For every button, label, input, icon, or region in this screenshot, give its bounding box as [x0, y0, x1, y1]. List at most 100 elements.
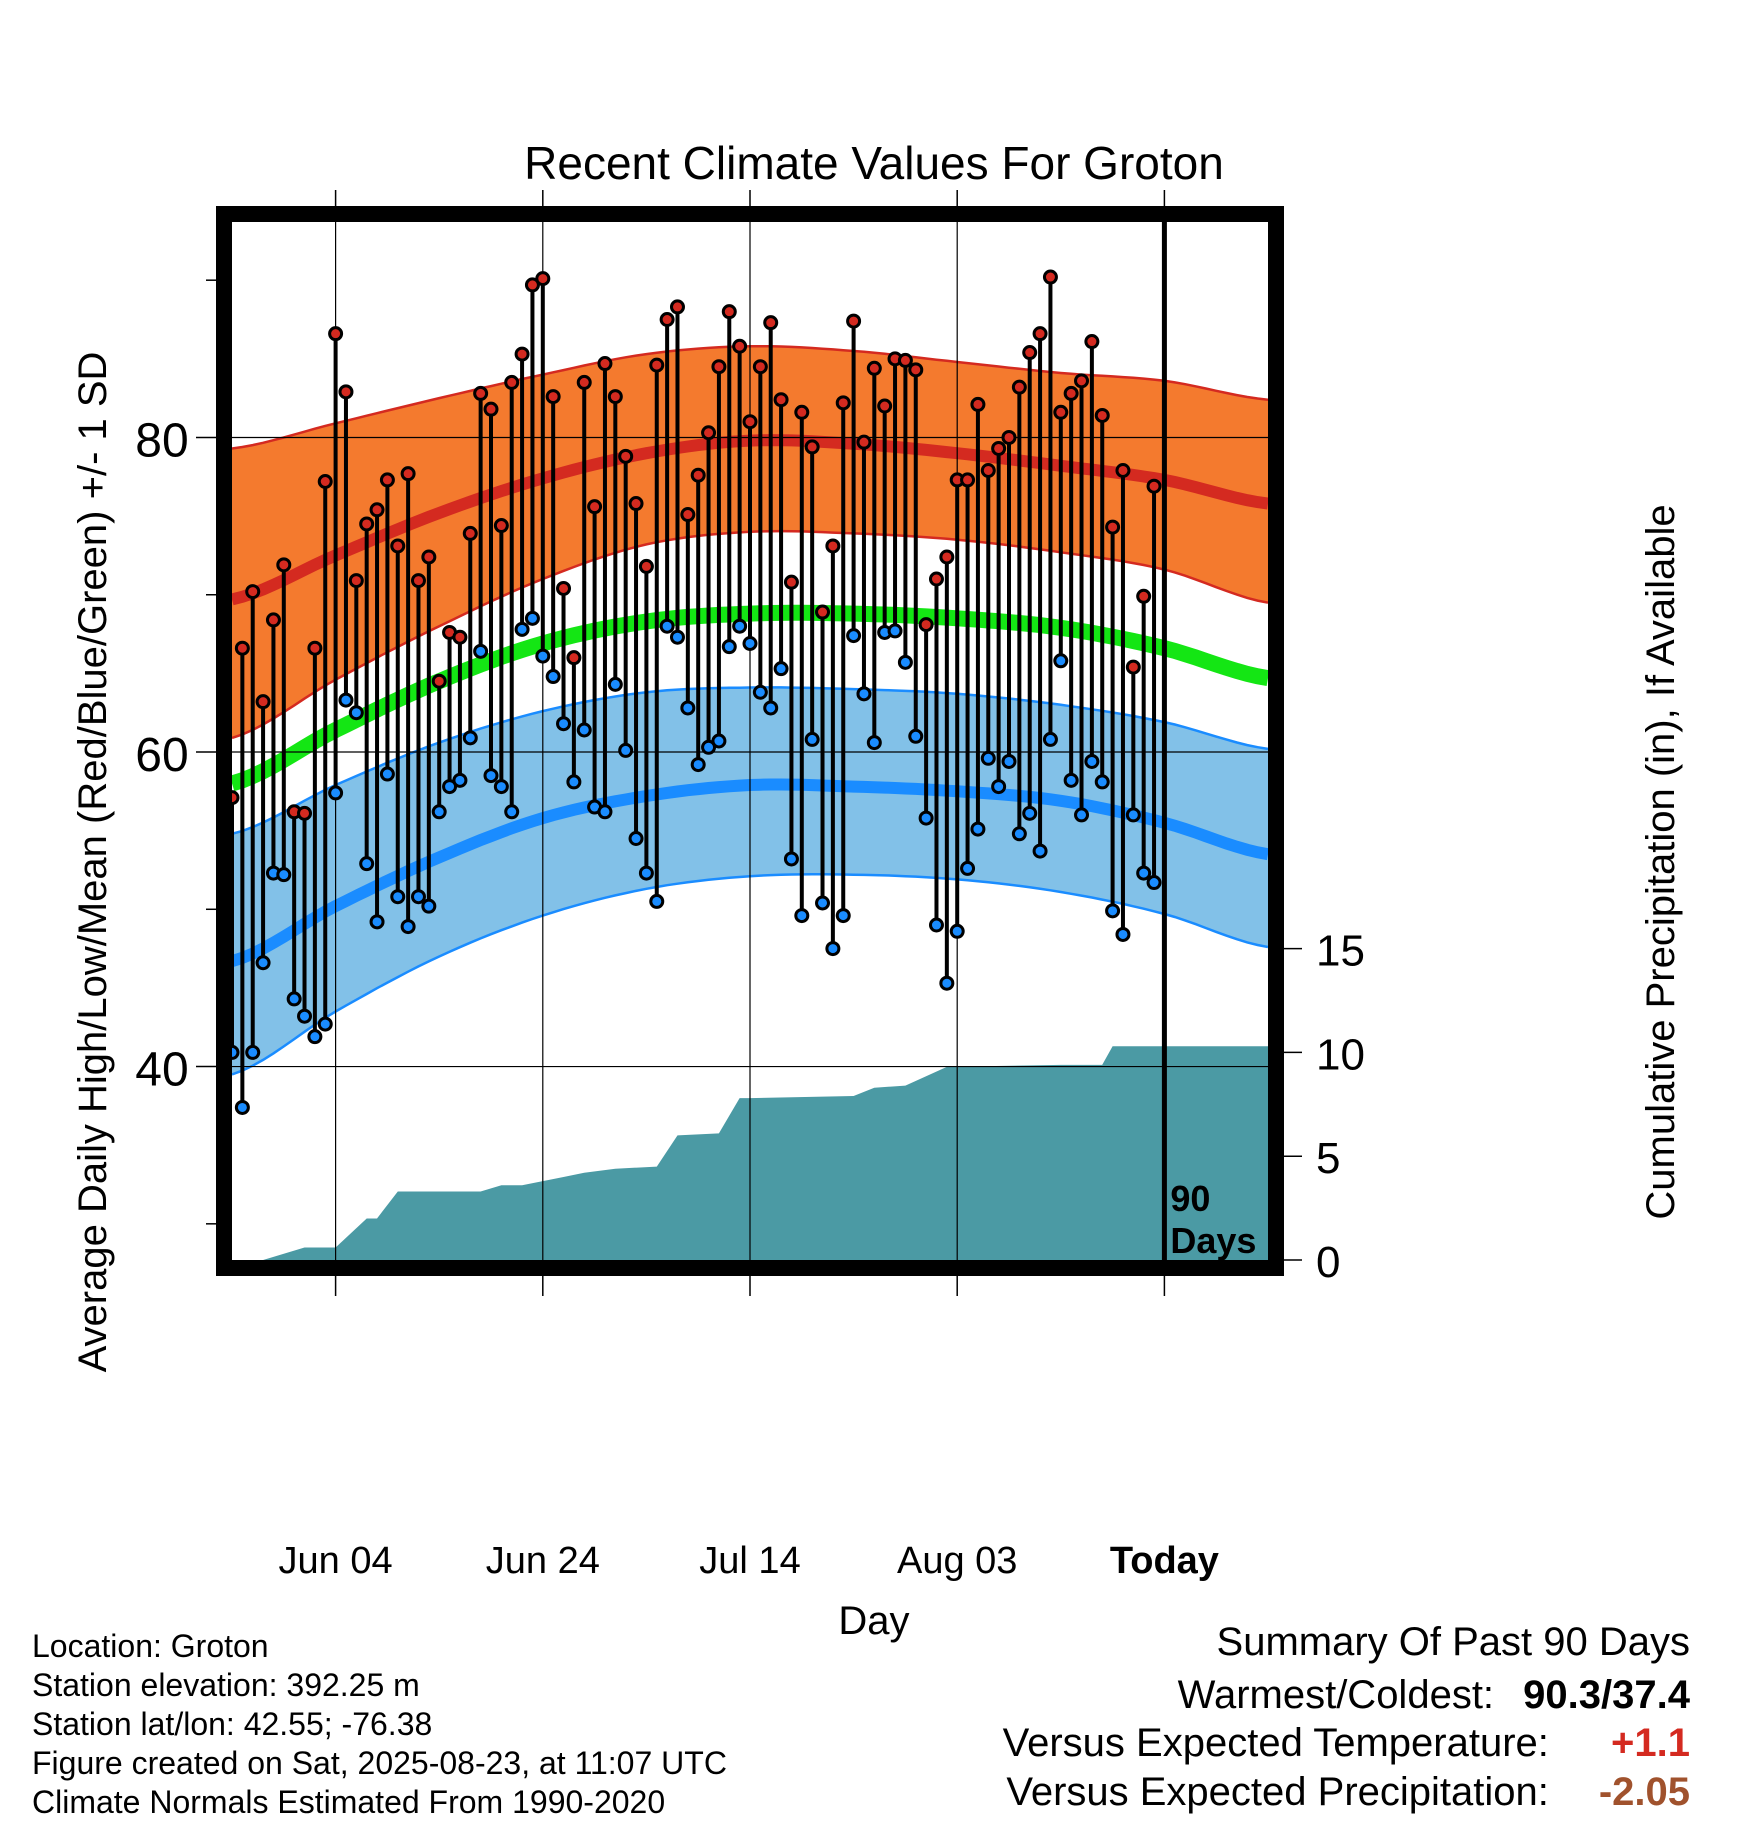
daily-low-point: [473, 643, 489, 659]
y-tick-label: 80: [135, 414, 188, 467]
daily-high-point: [825, 538, 841, 554]
daily-high-point: [328, 326, 344, 342]
warm-cold-label: Warmest/Coldest:: [1177, 1673, 1495, 1717]
daily-low-point: [245, 1044, 261, 1060]
daily-low-point: [338, 692, 354, 708]
daily-high-point: [918, 617, 934, 633]
daily-high-point: [638, 558, 654, 574]
daily-low-point: [234, 1099, 250, 1115]
daily-high-point: [234, 640, 250, 656]
daily-high-point: [232, 790, 240, 806]
daily-high-point: [245, 584, 261, 600]
daily-low-point: [618, 742, 634, 758]
daily-high-point: [804, 439, 820, 455]
daily-high-point: [410, 573, 426, 589]
daily-low-point: [732, 618, 748, 634]
daily-high-point: [721, 304, 737, 320]
daily-low-point: [1011, 826, 1027, 842]
period-label: Days: [1170, 1220, 1256, 1261]
daily-low-point: [1094, 774, 1110, 790]
daily-low-point: [431, 804, 447, 820]
daily-high-point: [669, 299, 685, 315]
daily-low-point: [742, 635, 758, 651]
daily-low-point: [400, 919, 416, 935]
daily-low-point: [856, 686, 872, 702]
daily-low-point: [804, 731, 820, 747]
period-label: 90: [1170, 1178, 1210, 1219]
daily-low-point: [348, 705, 364, 721]
daily-high-point: [473, 385, 489, 401]
daily-high-point: [752, 359, 768, 375]
daily-low-point: [232, 1044, 240, 1060]
daily-low-point: [752, 684, 768, 700]
daily-high-point: [1136, 588, 1152, 604]
low-normal-band: [232, 687, 1268, 1075]
daily-high-point: [483, 401, 499, 417]
daily-high-point: [928, 571, 944, 587]
y2-tick-label: 5: [1316, 1134, 1340, 1183]
daily-low-point: [701, 739, 717, 755]
daily-low-point: [493, 779, 509, 795]
daily-high-point: [866, 360, 882, 376]
daily-low-point: [328, 785, 344, 801]
daily-low-point: [960, 860, 976, 876]
daily-low-point: [721, 639, 737, 655]
daily-low-point: [887, 623, 903, 639]
warm-cold-value: 90.3/37.4: [1523, 1673, 1690, 1717]
daily-high-point: [338, 384, 354, 400]
daily-low-point: [1001, 753, 1017, 769]
daily-high-point: [556, 580, 572, 596]
daily-low-point: [421, 898, 437, 914]
daily-high-point: [255, 694, 271, 710]
daily-low-point: [908, 728, 924, 744]
daily-high-point: [1022, 345, 1038, 361]
y-tick-label: 60: [135, 729, 188, 782]
daily-high-point: [390, 538, 406, 554]
daily-high-point: [297, 805, 313, 821]
daily-low-point: [297, 1008, 313, 1024]
daily-high-point: [1011, 379, 1027, 395]
daily-high-point: [576, 374, 592, 390]
daily-low-point: [255, 955, 271, 971]
x-tick-label: Jun 24: [486, 1540, 600, 1582]
created-text: Figure created on Sat, 2025-08-23, at 11…: [32, 1745, 727, 1781]
daily-high-point: [524, 277, 540, 293]
temp-label: Versus Expected Temperature:: [1002, 1721, 1549, 1765]
daily-low-point: [991, 779, 1007, 795]
daily-high-point: [265, 612, 281, 628]
daily-low-point: [669, 629, 685, 645]
daily-low-point: [1042, 731, 1058, 747]
daily-low-point: [462, 730, 478, 746]
daily-low-point: [794, 908, 810, 924]
daily-high-point: [1063, 385, 1079, 401]
daily-low-point: [276, 867, 292, 883]
daily-low-point: [1032, 843, 1048, 859]
y2-tick-label: 15: [1316, 927, 1365, 976]
daily-low-point: [1115, 926, 1131, 942]
daily-high-point: [566, 650, 582, 666]
daily-high-point: [897, 352, 913, 368]
daily-high-point: [783, 574, 799, 590]
daily-low-point: [1074, 807, 1090, 823]
daily-high-point: [276, 557, 292, 573]
daily-low-point: [1022, 805, 1038, 821]
daily-low-point: [980, 750, 996, 766]
daily-high-point: [607, 389, 623, 405]
daily-high-point: [535, 271, 551, 287]
daily-low-point: [659, 618, 675, 634]
location-text: Location: Groton: [32, 1628, 269, 1664]
daily-high-point: [1084, 334, 1100, 350]
daily-high-point: [587, 499, 603, 515]
daily-high-point: [701, 425, 717, 441]
daily-high-point: [690, 467, 706, 483]
daily-low-point: [638, 865, 654, 881]
daily-high-point: [980, 462, 996, 478]
elevation-text: Station elevation: 392.25 m: [32, 1667, 420, 1703]
daily-high-point: [1146, 478, 1162, 494]
daily-high-point: [400, 466, 416, 482]
daily-low-point: [566, 774, 582, 790]
daily-high-point: [846, 313, 862, 329]
daily-low-point: [1053, 653, 1069, 669]
daily-high-point: [1074, 373, 1090, 389]
daily-high-point: [545, 389, 561, 405]
